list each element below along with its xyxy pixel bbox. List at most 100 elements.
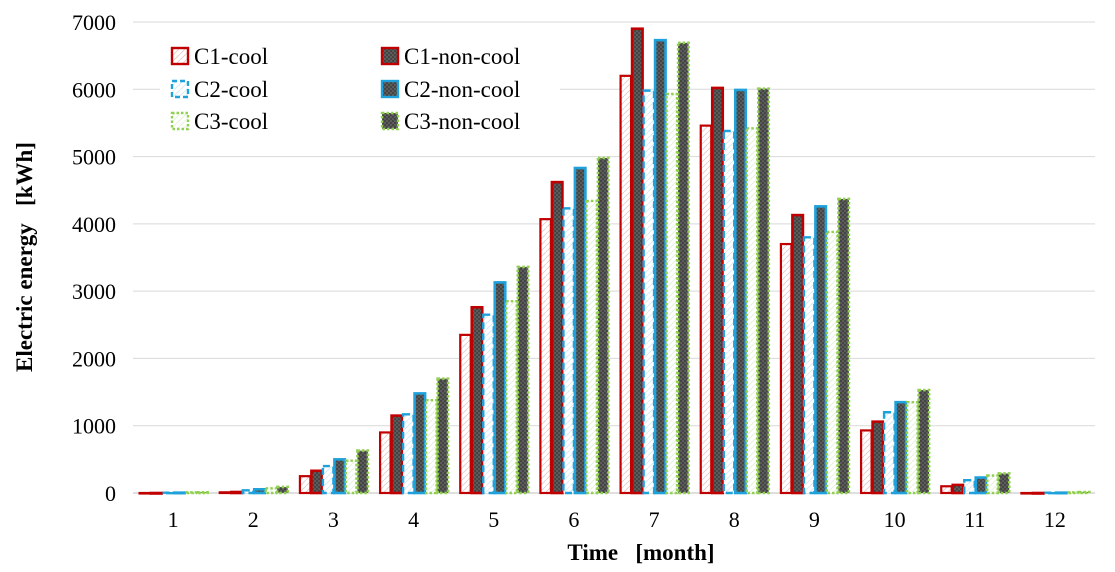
bar-c3-non-cool-month-12 bbox=[1077, 490, 1091, 495]
bar-c2-cool-month-5 bbox=[482, 313, 495, 495]
bar-c1-cool-month-8 bbox=[699, 124, 713, 495]
bar-c3-cool-month-10 bbox=[905, 400, 919, 495]
legend-swatch-c2-non-cool bbox=[380, 79, 400, 99]
bar-c2-non-cool-month-4 bbox=[413, 392, 427, 495]
bar-c1-cool-month-12 bbox=[1020, 491, 1034, 495]
legend-swatch-c2-cool bbox=[170, 79, 190, 99]
bar-c1-cool-month-9 bbox=[779, 242, 793, 495]
bar-c2-non-cool-month-2 bbox=[252, 487, 267, 495]
bar-c2-cool-month-4 bbox=[401, 413, 415, 495]
bar-c3-non-cool-month-5 bbox=[516, 265, 530, 495]
legend-swatch-c3-cool bbox=[170, 111, 190, 131]
bar-c3-non-cool-month-11 bbox=[997, 472, 1011, 495]
x-tick-label: 1 bbox=[168, 507, 179, 532]
bar-c3-cool-month-1 bbox=[184, 491, 198, 495]
y-tick-label: 3000 bbox=[72, 279, 116, 304]
legend-label-c3-non-cool: C3-non-cool bbox=[404, 109, 520, 134]
bar-c2-non-cool-month-3 bbox=[333, 458, 347, 495]
bar-c3-non-cool-month-10 bbox=[917, 388, 931, 495]
bar-c1-non-cool-month-6 bbox=[550, 180, 564, 495]
bar-c1-cool-month-10 bbox=[859, 429, 873, 495]
bar-c2-non-cool-month-8 bbox=[733, 88, 748, 495]
bar-c2-cool-month-2 bbox=[241, 489, 255, 495]
bar-c3-non-cool-month-2 bbox=[275, 485, 290, 495]
bar-c3-cool-month-3 bbox=[344, 459, 358, 495]
bar-c3-non-cool-month-8 bbox=[756, 87, 771, 495]
legend-swatch-c1-non-cool bbox=[380, 46, 400, 66]
x-tick-label: 4 bbox=[408, 507, 419, 532]
bar-c2-non-cool-month-10 bbox=[894, 400, 908, 495]
y-tick-label: 2000 bbox=[72, 346, 116, 371]
bar-c1-non-cool-month-12 bbox=[1031, 491, 1045, 495]
y-tick-label: 5000 bbox=[72, 145, 116, 170]
bar-c1-non-cool-month-8 bbox=[710, 86, 725, 495]
bar-c3-cool-month-4 bbox=[424, 398, 438, 495]
bar-c3-cool-month-5 bbox=[505, 300, 518, 495]
x-tick-label: 2 bbox=[248, 507, 259, 532]
x-axis-ticks: 1 2 3 4 5 6 7 8 9 10 11 12 bbox=[168, 507, 1066, 532]
x-axis-title: Time [month] bbox=[567, 540, 714, 565]
x-tick-label: 11 bbox=[964, 507, 985, 532]
bar-c3-non-cool-month-7 bbox=[676, 41, 690, 495]
x-tick-label: 12 bbox=[1044, 507, 1066, 532]
x-tick-label: 7 bbox=[649, 507, 660, 532]
bar-c2-non-cool-month-12 bbox=[1054, 491, 1068, 495]
bar-c2-cool-month-9 bbox=[802, 236, 816, 495]
bar-c2-non-cool-month-7 bbox=[653, 38, 667, 495]
bar-c2-cool-month-12 bbox=[1043, 491, 1057, 495]
legend-background bbox=[160, 36, 560, 139]
bar-c3-cool-month-9 bbox=[825, 230, 839, 495]
y-axis-title: Electric energy [kWh] bbox=[12, 142, 37, 372]
bar-c1-cool-month-3 bbox=[298, 475, 312, 495]
legend: C1-cool C1-non-cool C2-cool C2-non-cool C3-c… bbox=[160, 36, 560, 139]
bar-c3-cool-month-11 bbox=[986, 474, 999, 495]
bar-c3-cool-month-6 bbox=[585, 199, 599, 495]
legend-label-c1-cool: C1-cool bbox=[194, 44, 268, 69]
bar-c1-non-cool-month-2 bbox=[229, 490, 244, 495]
legend-label-c1-non-cool: C1-non-cool bbox=[404, 44, 520, 69]
legend-label-c3-cool: C3-cool bbox=[194, 109, 268, 134]
bar-c3-non-cool-month-3 bbox=[356, 449, 370, 495]
bar-c1-cool-month-2 bbox=[218, 491, 232, 495]
y-tick-label: 1000 bbox=[72, 414, 116, 439]
bar-c3-cool-month-7 bbox=[665, 92, 679, 495]
bar-c2-cool-month-3 bbox=[321, 464, 335, 495]
bar-c2-cool-month-8 bbox=[722, 129, 736, 495]
bar-c3-non-cool-month-1 bbox=[195, 491, 209, 495]
bar-c3-non-cool-month-6 bbox=[596, 156, 610, 495]
bar-c2-non-cool-month-6 bbox=[573, 166, 587, 495]
bar-c3-non-cool-month-4 bbox=[436, 377, 450, 495]
legend-swatch-c1-cool bbox=[170, 46, 190, 66]
y-tick-label: 0 bbox=[105, 481, 116, 506]
bar-c2-cool-month-6 bbox=[562, 207, 576, 495]
bar-c1-non-cool-month-5 bbox=[470, 305, 484, 495]
x-tick-label: 3 bbox=[328, 507, 339, 532]
bar-c1-non-cool-month-4 bbox=[390, 414, 404, 495]
bar-c3-cool-month-8 bbox=[745, 127, 759, 495]
x-tick-label: 8 bbox=[729, 507, 740, 532]
bar-c1-cool-month-1 bbox=[138, 491, 152, 495]
bar-c2-cool-month-10 bbox=[882, 411, 896, 495]
x-tick-label: 5 bbox=[488, 507, 499, 532]
bar-c2-cool-month-7 bbox=[642, 89, 656, 495]
legend-label-c2-cool: C2-cool bbox=[194, 77, 268, 102]
y-tick-label: 4000 bbox=[72, 212, 116, 237]
bar-c1-cool-month-7 bbox=[619, 74, 633, 495]
y-tick-label: 7000 bbox=[72, 10, 116, 35]
bar-c1-non-cool-month-11 bbox=[951, 483, 965, 495]
bar-c3-non-cool-month-9 bbox=[837, 197, 851, 495]
bar-c1-non-cool-month-3 bbox=[310, 469, 324, 495]
legend-label-c2-non-cool: C2-non-cool bbox=[404, 77, 520, 102]
x-tick-label: 10 bbox=[884, 507, 906, 532]
y-tick-label: 6000 bbox=[72, 77, 116, 102]
bar-c2-non-cool-month-9 bbox=[814, 205, 828, 495]
bars-layer bbox=[138, 27, 1091, 495]
x-tick-label: 6 bbox=[568, 507, 579, 532]
legend-swatch-c3-non-cool bbox=[380, 111, 400, 131]
bar-c1-cool-month-11 bbox=[940, 485, 953, 495]
bar-c3-cool-month-2 bbox=[264, 487, 278, 495]
bar-c1-non-cool-month-9 bbox=[791, 213, 805, 495]
bar-c1-cool-month-5 bbox=[459, 333, 472, 495]
bar-c2-non-cool-month-1 bbox=[172, 491, 186, 495]
y-axis-ticks: 0 1000 2000 3000 4000 5000 6000 7000 bbox=[72, 10, 116, 506]
